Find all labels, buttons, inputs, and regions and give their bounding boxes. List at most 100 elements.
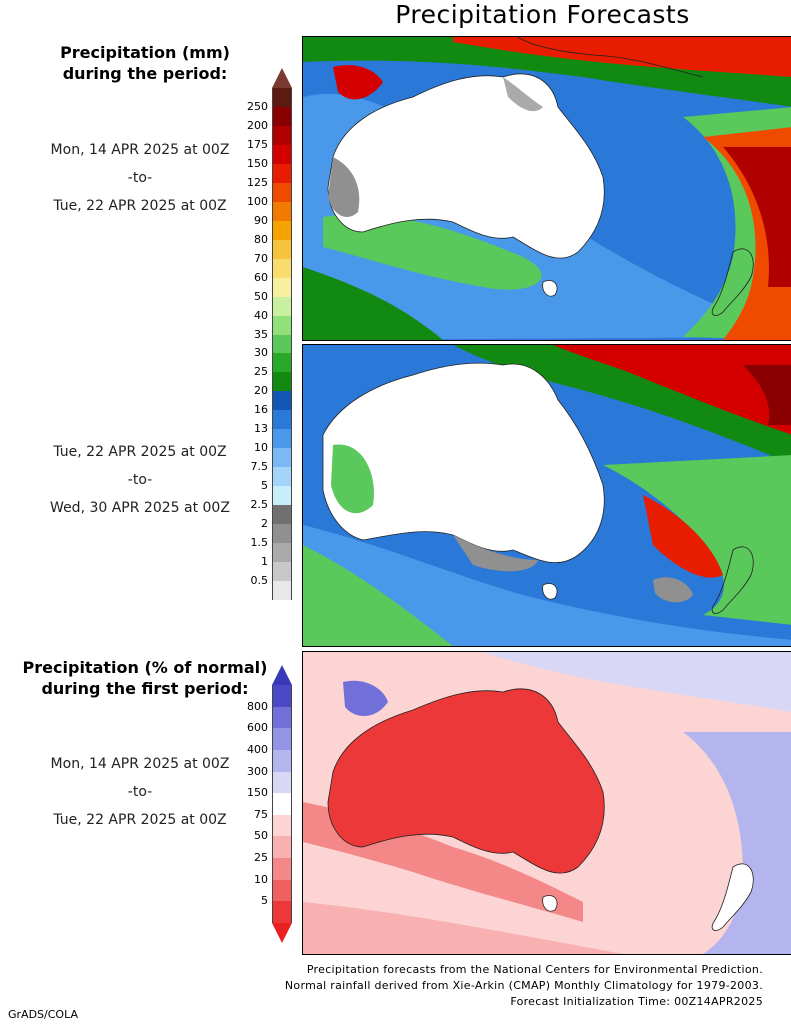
pct-colorbar-segment	[272, 728, 292, 751]
pct-colorbar-tick-label: 400	[247, 742, 268, 756]
mm-colorbar-tick-label: 10	[254, 441, 268, 455]
mm-colorbar-segment	[272, 315, 292, 335]
australia-landmass	[327, 73, 605, 259]
mm-colorbar-segment	[272, 486, 292, 506]
footer-line-2: Normal rainfall derived from Xie-Arkin (…	[284, 979, 763, 992]
mm-colorbar-segment	[272, 581, 292, 601]
precip-patch-gray-south	[453, 535, 538, 572]
mm-colorbar-segment	[272, 372, 292, 392]
mm-colorbar-tick-label: 100	[247, 194, 268, 208]
mm-colorbar-tick-label: 80	[254, 232, 268, 246]
pct-colorbar	[272, 665, 292, 943]
period1-end: Tue, 22 APR 2025 at 00Z	[53, 198, 227, 214]
mm-colorbar-segment	[272, 201, 292, 221]
anomaly-cell-blue-west	[343, 680, 388, 717]
mm-colorbar	[272, 68, 292, 620]
mm-colorbar-tick-label: 16	[254, 403, 268, 417]
pct-colorbar-tick-label: 150	[247, 786, 268, 800]
precip-band-green-east	[603, 455, 791, 625]
precip-patch-gray-north	[503, 77, 543, 112]
mm-colorbar-bottom-cap	[272, 600, 292, 620]
precip-cell-red-west	[333, 65, 383, 100]
mm-colorbar-tick-label: 200	[247, 118, 268, 132]
pct-colorbar-segment	[272, 793, 292, 816]
precip-pct-heading: Precipitation (% of normal) during the f…	[22, 658, 268, 698]
map-period1-svg	[303, 37, 791, 340]
mm-colorbar-tick-label: 2	[261, 517, 268, 531]
pct-colorbar-tick-label: 25	[254, 851, 268, 865]
precip-band-green-south	[323, 214, 542, 290]
australia-landmass	[322, 362, 605, 563]
mm-colorbar-segment	[272, 353, 292, 373]
new-zealand	[711, 248, 754, 316]
mm-colorbar-tick-label: 90	[254, 213, 268, 227]
pct-colorbar-segment	[272, 901, 292, 924]
mm-colorbar-segment	[272, 429, 292, 449]
mm-colorbar-segment	[272, 88, 292, 107]
anomaly-band-above-east	[683, 732, 791, 954]
footer-line-3: Forecast Initialization Time: 00Z14APR20…	[510, 995, 763, 1008]
mm-colorbar-segment	[272, 505, 292, 525]
precip-patch-gray-west	[328, 157, 360, 217]
precip-cell-darkred-ne	[743, 365, 791, 425]
map-panel-anomaly	[302, 651, 791, 955]
mm-colorbar-tick-label: 13	[254, 422, 268, 436]
mm-colorbar-tick-label: 30	[254, 346, 268, 360]
map-panel-period1	[302, 36, 791, 341]
mm-colorbar-segment	[272, 334, 292, 354]
mm-colorbar-tick-label: 35	[254, 327, 268, 341]
period3-start: Mon, 14 APR 2025 at 00Z	[50, 756, 230, 772]
mm-colorbar-segment	[272, 562, 292, 582]
mm-colorbar-tick-label: 1	[261, 555, 268, 569]
precip-patch-gray-tasman	[653, 577, 693, 603]
mm-colorbar-tick-label: 7.5	[250, 460, 269, 474]
pct-colorbar-bottom-cap	[272, 923, 292, 943]
period3-sep: -to-	[127, 784, 153, 800]
mm-colorbar-segment	[272, 144, 292, 164]
australia-landmass	[327, 688, 605, 874]
precip-band-green-sw	[303, 545, 453, 646]
tasmania	[542, 895, 558, 912]
pct-colorbar-tick-label: 10	[254, 872, 268, 886]
mm-colorbar-segment	[272, 391, 292, 411]
mm-colorbar-segment	[272, 125, 292, 145]
new-zealand	[711, 863, 754, 931]
map-anomaly-svg	[303, 652, 791, 954]
period1-start: Mon, 14 APR 2025 at 00Z	[50, 142, 230, 158]
mm-colorbar-segment	[272, 410, 292, 430]
pct-colorbar-segment	[272, 814, 292, 837]
mm-colorbar-segment	[272, 258, 292, 278]
mm-colorbar-segment	[272, 106, 292, 126]
pct-colorbar-segment	[272, 836, 292, 859]
mm-colorbar-segment	[272, 239, 292, 259]
period1-sep: -to-	[127, 170, 153, 186]
period3-end: Tue, 22 APR 2025 at 00Z	[53, 812, 227, 828]
mm-colorbar-tick-label: 25	[254, 365, 268, 379]
pct-colorbar-top-cap	[272, 665, 292, 685]
mm-colorbar-segment	[272, 277, 292, 297]
pct-colorbar-tick-label: 5	[261, 894, 268, 908]
mm-colorbar-top-cap	[272, 68, 292, 88]
mm-colorbar-tick-label: 5	[261, 479, 268, 493]
pct-colorbar-segment	[272, 879, 292, 902]
pct-colorbar-segment	[272, 858, 292, 881]
pct-colorbar-tick-label: 50	[254, 829, 268, 843]
page-title: Precipitation Forecasts	[395, 0, 690, 29]
precip-band-darkred-east	[723, 147, 791, 287]
anomaly-band-above-north	[483, 652, 791, 712]
pct-colorbar-segment	[272, 749, 292, 772]
mm-colorbar-tick-label: 70	[254, 251, 268, 265]
mm-colorbar-segment	[272, 524, 292, 544]
mm-colorbar-tick-label: 60	[254, 270, 268, 284]
period2-sep: -to-	[127, 472, 153, 488]
pct-colorbar-tick-label: 800	[247, 699, 268, 713]
precip-band-green-sw	[303, 267, 443, 340]
mm-colorbar-segment	[272, 220, 292, 240]
pct-colorbar-tick-label: 75	[254, 807, 268, 821]
precip-mm-heading: Precipitation (mm) during the period:	[60, 43, 230, 83]
pct-colorbar-segment	[272, 706, 292, 729]
mm-colorbar-segment	[272, 448, 292, 468]
pct-colorbar-segment	[272, 685, 292, 707]
png-coastline	[517, 37, 704, 78]
period2-start: Tue, 22 APR 2025 at 00Z	[53, 444, 227, 460]
